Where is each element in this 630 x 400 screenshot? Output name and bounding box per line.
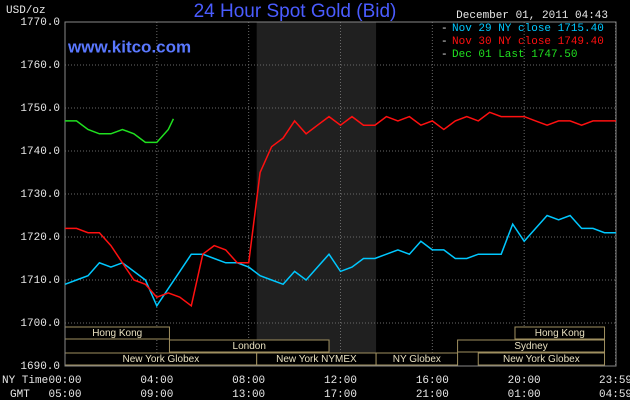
- session-label: NY Globex: [393, 354, 441, 365]
- legend-label: Dec 01 Last 1747.50: [452, 49, 577, 61]
- x-tick-label: 23:59: [599, 375, 630, 387]
- chart-title: 24 Hour Spot Gold (Bid): [194, 1, 397, 22]
- watermark: www.kitco.com: [67, 37, 191, 56]
- x-axis-label: NY Time: [2, 375, 48, 387]
- y-tick-label: 1740.0: [20, 146, 60, 158]
- y-tick-label: 1700.0: [20, 318, 60, 330]
- series-line: [64, 214, 616, 308]
- session-label: Hong Kong: [535, 328, 585, 339]
- y-tick-label: 1710.0: [20, 275, 60, 287]
- timestamp: December 01, 2011 04:43: [456, 10, 608, 22]
- y-tick-label: 1750.0: [20, 103, 60, 115]
- series-line: [65, 118, 175, 144]
- legend-label: Nov 29 NY close 1715.40: [452, 23, 604, 35]
- shaded-band: [256, 22, 377, 366]
- x-tick-label: 00:00: [48, 375, 81, 387]
- session-box: [457, 339, 606, 353]
- session-box: [514, 326, 606, 340]
- y-axis-label: USD/oz: [6, 5, 46, 17]
- y-tick-label: 1760.0: [20, 60, 60, 72]
- session-label: New York NYMEX: [276, 354, 357, 365]
- session-label: London: [233, 341, 266, 352]
- session-box: [375, 352, 459, 366]
- session-label: New York Globex: [122, 354, 199, 365]
- x2-tick-label: 17:00: [324, 389, 357, 400]
- y-tick-label: 1770.0: [20, 17, 60, 29]
- x2-tick-label: 04:59: [599, 389, 630, 400]
- x2-tick-label: 21:00: [416, 389, 449, 400]
- legend-marker: -: [441, 36, 448, 48]
- x-tick-label: 12:00: [324, 375, 357, 387]
- legend-marker: -: [441, 49, 448, 61]
- x2-tick-label: 13:00: [232, 389, 265, 400]
- legend-marker: -: [441, 23, 448, 35]
- y-tick-label: 1720.0: [20, 232, 60, 244]
- legend-label: Nov 30 NY close 1749.40: [452, 36, 604, 48]
- session-box: [477, 352, 606, 366]
- session-label: Hong Kong: [92, 328, 142, 339]
- x2-tick-label: 05:00: [48, 389, 81, 400]
- session-label: New York Globex: [503, 354, 580, 365]
- session-box: [168, 339, 330, 353]
- x-tick-label: 04:00: [140, 375, 173, 387]
- x2-tick-label: 01:00: [508, 389, 541, 400]
- y-tick-label: 1690.0: [20, 361, 60, 373]
- x-tick-label: 08:00: [232, 375, 265, 387]
- x2-tick-label: 09:00: [140, 389, 173, 400]
- session-label: Sydney: [514, 341, 547, 352]
- x-tick-label: 20:00: [508, 375, 541, 387]
- x-tick-label: 16:00: [416, 375, 449, 387]
- plot-frame: [64, 21, 617, 367]
- x2-axis-label: GMT: [10, 389, 30, 400]
- series-line: [65, 111, 616, 308]
- y-tick-label: 1730.0: [20, 189, 60, 201]
